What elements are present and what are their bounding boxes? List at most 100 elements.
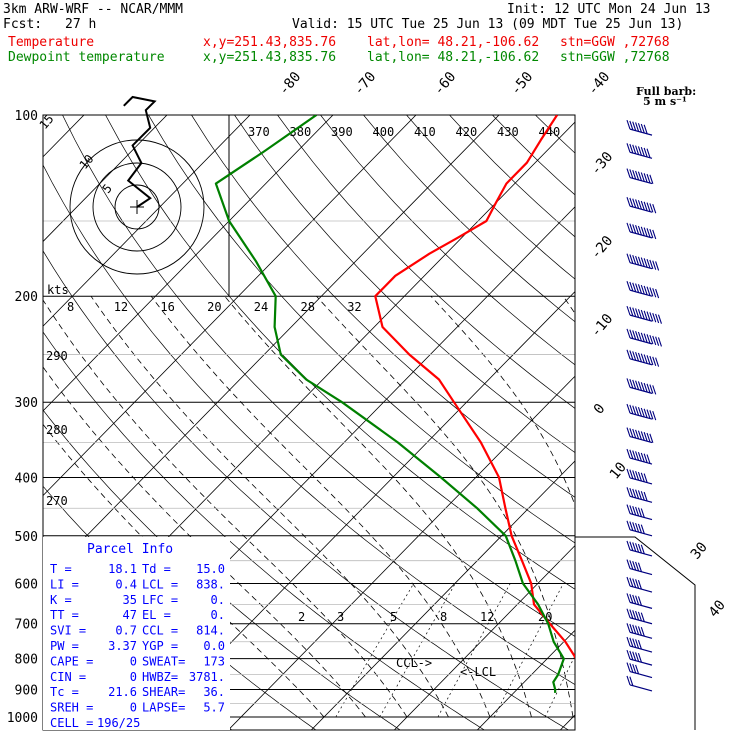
wind-barb-feather — [657, 314, 662, 324]
fcst-value: 27 h — [65, 17, 97, 32]
wind-barb-feather — [635, 579, 640, 589]
wind-barb-feather — [635, 351, 640, 362]
wind-barb — [626, 504, 653, 521]
wind-barb-feather — [643, 333, 648, 343]
parcel-row-value: 5.7 — [203, 701, 225, 715]
wind-barb-feather — [652, 288, 657, 298]
pressure-label: 600 — [15, 577, 38, 592]
isotherm-label: -80 — [276, 69, 305, 99]
theta-label: 370 — [248, 125, 270, 139]
wind-barb-feather — [629, 609, 634, 619]
wind-barb-feather — [632, 144, 637, 155]
wind-barb-feather — [629, 306, 634, 317]
wind-barb-feather — [640, 524, 645, 534]
isotherm-line — [311, 460, 575, 730]
wind-barb-feather — [632, 198, 637, 208]
theta-label: 280 — [46, 423, 68, 437]
wind-barb-feather — [632, 428, 637, 439]
wind-barb-feather — [629, 143, 634, 154]
wind-barb-feather — [632, 578, 637, 588]
parcel-row-value: 3781. — [189, 670, 225, 684]
wind-barb — [626, 593, 653, 609]
wind-barb — [626, 520, 653, 537]
hodo-speed-label: 20 — [207, 300, 221, 314]
wind-barb-feather — [640, 257, 645, 267]
wind-barb-feather — [626, 196, 631, 207]
wind-barb-feather — [640, 452, 645, 463]
theta-label: 290 — [46, 349, 68, 363]
dewpoint-station: stn=GGW ,72768 — [560, 50, 670, 65]
wind-barb-feather — [646, 173, 651, 184]
parcel-row-value: 0 — [130, 670, 137, 684]
parcel-row-label: CCL = — [142, 624, 178, 638]
wind-barb-feather — [640, 472, 645, 482]
theta-label: 410 — [414, 125, 436, 139]
wind-barb-feather — [629, 560, 634, 570]
parcel-row-label: CIN = — [50, 670, 86, 684]
wind-barb-feather — [637, 596, 642, 606]
moist-adiabat — [430, 295, 575, 507]
wind-barb — [626, 222, 657, 240]
pressure-label: 900 — [15, 683, 38, 698]
wind-barb-feather — [629, 593, 634, 604]
wind-barb-feather — [635, 145, 640, 155]
wind-barb-feather — [646, 202, 651, 212]
parcel-row-label: LAPSE= — [142, 701, 185, 715]
wind-barb-feather — [643, 124, 648, 134]
wind-barb-feather — [629, 637, 634, 647]
wind-barb — [626, 281, 660, 299]
wind-barb-feather — [637, 471, 642, 482]
wind-barb-feather — [637, 352, 642, 363]
wind-barb-feather — [646, 383, 651, 393]
wind-barb-feather — [635, 610, 640, 621]
hodo-ring-label: 10 — [77, 152, 97, 172]
moist-adiabat — [316, 295, 574, 718]
wind-barb-feather — [635, 664, 640, 675]
wind-barb — [626, 559, 653, 576]
wind-barb — [626, 675, 653, 692]
wind-barb-feather — [626, 559, 631, 569]
temperature-xy: x,y=251.43,835.76 — [203, 35, 337, 50]
wind-barb-feather — [646, 454, 651, 464]
isotherm-label: -30 — [588, 149, 617, 179]
pressure-label: 500 — [15, 530, 38, 545]
wind-barb-feather — [640, 508, 645, 518]
pressure-label: 800 — [15, 653, 38, 668]
mixing-ratio-line — [493, 583, 564, 718]
wind-barb-feather — [626, 448, 631, 459]
wind-barb-feather — [646, 258, 651, 269]
parcel-row-label: Td = — [142, 562, 171, 576]
wind-barb-feather — [632, 610, 637, 620]
wind-barb-feather — [635, 283, 640, 293]
parcel-info-title: Parcel Info — [87, 542, 173, 557]
wind-barb — [626, 196, 657, 214]
wind-barb-feather — [635, 255, 640, 266]
dewpoint-xy: x,y=251.43,835.76 — [203, 50, 337, 65]
wind-barb-feather — [640, 382, 645, 392]
parcel-row-label: EL = — [142, 608, 171, 622]
wind-barb-feather — [637, 171, 642, 181]
wind-barb-feather — [635, 380, 640, 390]
hodograph-ring — [114, 184, 160, 230]
wind-barb-feather — [637, 123, 642, 133]
wind-barb — [626, 253, 660, 271]
mixing-ratio-label: 5 — [390, 610, 397, 624]
theta-label: 400 — [373, 125, 395, 139]
wind-panel-outline — [575, 536, 696, 730]
wind-barb-feather — [635, 652, 640, 662]
mixing-ratio-line — [379, 583, 456, 718]
wind-barb-feather — [632, 488, 637, 499]
parcel-row-label: CAPE = — [50, 654, 93, 668]
wind-barb — [626, 403, 657, 421]
wind-barb-feather — [632, 255, 637, 265]
wind-barb-feather — [626, 328, 631, 339]
wind-barb-feather — [655, 288, 660, 299]
wind-barb-feather — [635, 639, 640, 649]
wind-barb-feather — [637, 225, 642, 236]
wind-barb-feather — [632, 330, 637, 340]
wind-barb-feather — [649, 259, 654, 270]
isotherm-label: -60 — [431, 69, 460, 99]
wind-barb-feather — [637, 284, 642, 294]
wind-barb-feather — [652, 203, 657, 214]
wind-barb-feather — [632, 224, 637, 234]
